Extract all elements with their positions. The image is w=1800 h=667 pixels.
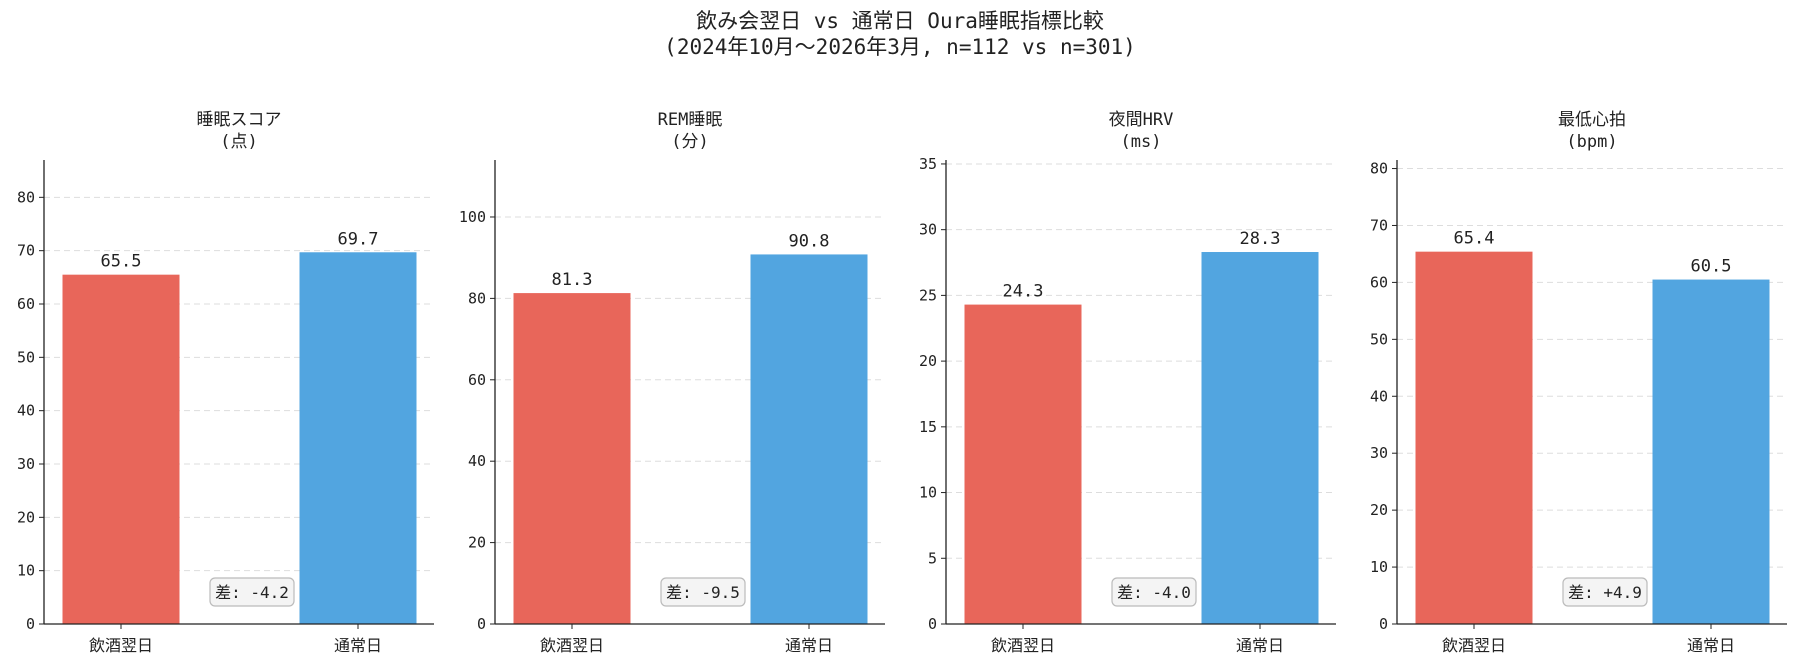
diff-annotation-box	[209, 577, 295, 607]
y-tick-label: 35	[919, 155, 937, 173]
y-tick-label: 10	[1370, 558, 1388, 576]
chart-title: 睡眠スコア	[197, 110, 282, 130]
chart-title: 最低心拍	[1558, 110, 1626, 130]
bar-value-label: 90.8	[789, 231, 830, 251]
x-tick-label: 飲酒翌日	[540, 636, 604, 655]
y-tick-label: 80	[468, 289, 486, 307]
diff-annotation: 差: -4.0	[1117, 583, 1191, 602]
chart-panel-3: 夜間HRV(ms) 0 5 10 15 20 25 30 35 24.3 飲酒翌日 28.3 通常日 差:…	[919, 110, 1336, 655]
chart-title: REM睡眠	[658, 110, 723, 130]
bar-value-label: 69.7	[338, 229, 379, 249]
y-tick-label: 0	[928, 615, 937, 633]
y-tick-label: 50	[17, 348, 35, 366]
y-tick-label: 60	[17, 295, 35, 313]
chart-panel-1: 睡眠スコア(点) 0 10 20 30 40 50 60 70 80 65.5 飲酒翌日 69.7 通常日…	[17, 110, 434, 655]
chart-unit: (bpm)	[1566, 132, 1617, 152]
y-tick-label: 50	[1370, 330, 1388, 348]
y-tick-label: 70	[1370, 216, 1388, 234]
diff-annotation-box	[660, 577, 746, 607]
bar-value-label: 65.5	[101, 252, 142, 272]
x-tick-label: 通常日	[785, 636, 833, 655]
y-tick-label: 0	[477, 615, 486, 633]
bar-normal	[1201, 252, 1319, 624]
y-tick-label: 40	[468, 452, 486, 470]
chart-unit: (ms)	[1121, 132, 1162, 152]
bar-normal	[299, 252, 417, 624]
y-tick-label: 30	[919, 221, 937, 239]
bar-value-label: 65.4	[1454, 229, 1495, 249]
figure-title: 飲み会翌日 vs 通常日 Oura睡眠指標比較	[696, 9, 1104, 33]
y-tick-label: 40	[1370, 387, 1388, 405]
y-tick-label: 100	[459, 208, 486, 226]
chart-panel-4: 最低心拍(bpm) 0 10 20 30 40 50 60 70 80 65.4 飲酒翌日 60.5 通常…	[1370, 110, 1787, 655]
y-tick-label: 0	[1379, 615, 1388, 633]
y-tick-label: 80	[1370, 160, 1388, 178]
y-tick-label: 20	[468, 534, 486, 552]
y-tick-label: 60	[1370, 273, 1388, 291]
bar-drink	[1415, 251, 1533, 624]
y-tick-label: 10	[17, 562, 35, 580]
y-tick-label: 10	[919, 484, 937, 502]
y-tick-label: 60	[468, 371, 486, 389]
bar-normal	[750, 254, 868, 624]
figure-subtitle: (2024年10月～2026年3月, n=112 vs n=301)	[664, 35, 1136, 59]
x-tick-label: 通常日	[334, 636, 382, 655]
y-tick-label: 5	[928, 549, 937, 567]
x-tick-label: 通常日	[1236, 636, 1284, 655]
diff-annotation-box	[1562, 577, 1648, 607]
y-tick-label: 0	[26, 615, 35, 633]
diff-annotation: 差: -4.2	[215, 583, 289, 602]
y-tick-label: 70	[17, 242, 35, 260]
y-tick-label: 20	[1370, 501, 1388, 519]
figure-title-block: 飲み会翌日 vs 通常日 Oura睡眠指標比較 (2024年10月～2026年3…	[0, 8, 1800, 60]
bar-drink	[513, 293, 631, 624]
bar-value-label: 60.5	[1691, 257, 1732, 277]
bar-drink	[964, 304, 1082, 624]
chart-title: 夜間HRV	[1109, 110, 1174, 130]
chart-unit: (点)	[220, 132, 257, 152]
chart-unit: (分)	[671, 132, 708, 152]
x-tick-label: 通常日	[1687, 636, 1735, 655]
y-tick-label: 80	[17, 188, 35, 206]
y-tick-label: 40	[17, 402, 35, 420]
y-tick-label: 15	[919, 418, 937, 436]
y-tick-label: 20	[919, 352, 937, 370]
bar-normal	[1652, 279, 1770, 624]
y-tick-label: 25	[919, 286, 937, 304]
bar-value-label: 24.3	[1003, 282, 1044, 302]
diff-annotation: 差: +4.9	[1568, 583, 1642, 602]
bar-drink	[62, 274, 180, 624]
chart-panel-2: REM睡眠(分) 0 20 40 60 80 100 81.3 飲酒翌日 90.8 通常日 差: -9…	[459, 110, 885, 655]
y-tick-label: 30	[1370, 444, 1388, 462]
y-tick-label: 20	[17, 508, 35, 526]
diff-annotation-box	[1111, 577, 1197, 607]
x-tick-label: 飲酒翌日	[991, 636, 1055, 655]
bar-value-label: 28.3	[1240, 229, 1281, 249]
x-tick-label: 飲酒翌日	[89, 636, 153, 655]
x-tick-label: 飲酒翌日	[1442, 636, 1506, 655]
bar-value-label: 81.3	[552, 270, 593, 290]
diff-annotation: 差: -9.5	[666, 583, 740, 602]
y-tick-label: 30	[17, 455, 35, 473]
